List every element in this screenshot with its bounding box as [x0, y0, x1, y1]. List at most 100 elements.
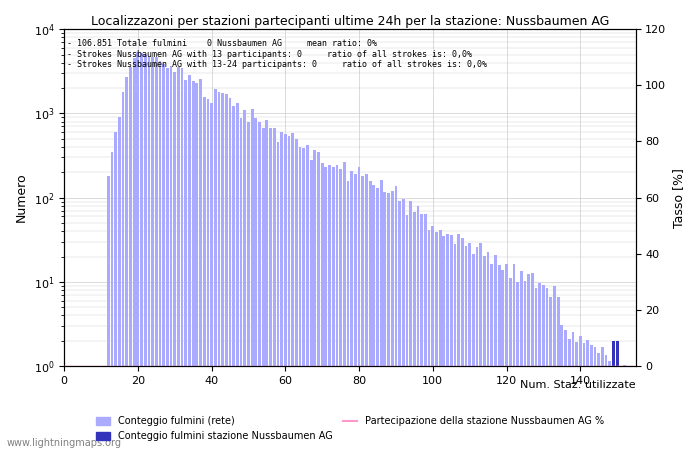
- Bar: [612, 341, 615, 450]
- Bar: [605, 355, 608, 450]
- Y-axis label: Tasso [%]: Tasso [%]: [672, 168, 685, 228]
- Bar: [244, 110, 246, 450]
- Bar: [450, 234, 453, 450]
- Bar: [133, 58, 136, 450]
- Bar: [273, 128, 276, 450]
- Bar: [416, 206, 419, 450]
- Bar: [520, 271, 523, 450]
- Bar: [114, 132, 117, 450]
- Bar: [125, 77, 128, 450]
- Bar: [556, 297, 559, 450]
- Bar: [276, 142, 279, 450]
- Bar: [361, 176, 364, 450]
- Bar: [421, 214, 423, 450]
- Bar: [387, 193, 390, 450]
- Bar: [122, 92, 125, 450]
- Bar: [384, 192, 386, 450]
- Title: Localizzazoni per stazioni partecipanti ultime 24h per la stazione: Nussbaumen A: Localizzazoni per stazioni partecipanti …: [91, 15, 609, 28]
- Bar: [457, 234, 460, 450]
- Bar: [564, 330, 567, 450]
- Bar: [350, 171, 353, 450]
- Bar: [265, 121, 268, 450]
- Bar: [247, 122, 250, 450]
- Bar: [524, 281, 526, 450]
- Bar: [616, 341, 619, 450]
- Bar: [512, 264, 515, 450]
- Bar: [483, 256, 486, 450]
- Bar: [439, 230, 442, 450]
- Bar: [291, 133, 294, 450]
- Bar: [542, 285, 545, 450]
- Bar: [335, 165, 338, 450]
- Bar: [358, 167, 360, 450]
- Bar: [254, 118, 257, 450]
- Bar: [229, 99, 232, 450]
- Bar: [498, 265, 500, 450]
- Bar: [461, 238, 463, 450]
- Bar: [144, 54, 146, 450]
- Bar: [306, 145, 309, 450]
- Bar: [494, 255, 497, 450]
- Bar: [325, 167, 328, 450]
- Bar: [169, 67, 172, 450]
- Bar: [136, 52, 139, 450]
- Bar: [288, 136, 290, 450]
- Bar: [626, 366, 629, 450]
- Bar: [620, 366, 622, 450]
- Bar: [594, 347, 596, 450]
- Bar: [465, 246, 468, 450]
- Bar: [299, 147, 302, 450]
- Bar: [236, 103, 239, 450]
- Bar: [561, 325, 564, 450]
- Bar: [309, 160, 312, 450]
- Bar: [535, 288, 538, 450]
- Bar: [251, 109, 253, 450]
- Bar: [391, 191, 393, 450]
- Text: www.lightningmaps.org: www.lightningmaps.org: [7, 438, 122, 448]
- Bar: [151, 58, 154, 450]
- Bar: [616, 366, 619, 450]
- Bar: [413, 212, 416, 450]
- Y-axis label: Numero: Numero: [15, 173, 28, 222]
- Bar: [468, 243, 471, 450]
- Bar: [166, 68, 169, 450]
- Bar: [531, 273, 533, 450]
- Bar: [516, 282, 519, 450]
- Bar: [258, 122, 261, 450]
- Bar: [206, 99, 209, 450]
- Bar: [199, 79, 202, 450]
- Bar: [221, 93, 224, 450]
- Bar: [454, 244, 456, 450]
- Bar: [476, 247, 478, 450]
- Bar: [486, 252, 489, 450]
- Bar: [579, 336, 582, 450]
- Bar: [214, 89, 216, 450]
- Bar: [380, 180, 383, 450]
- Bar: [111, 152, 113, 450]
- Bar: [402, 199, 405, 450]
- Bar: [262, 128, 265, 450]
- Bar: [582, 343, 585, 450]
- Bar: [270, 128, 272, 450]
- Bar: [428, 230, 430, 450]
- Bar: [405, 216, 408, 450]
- Text: - 106.851 Totale fulmini    0 Nussbaumen AG     mean ratio: 0%
- Strokes Nussbau: - 106.851 Totale fulmini 0 Nussbaumen AG…: [67, 39, 487, 69]
- Bar: [410, 202, 412, 450]
- Bar: [155, 57, 158, 450]
- Bar: [527, 274, 530, 450]
- Bar: [424, 214, 427, 450]
- Bar: [575, 342, 578, 450]
- Bar: [321, 163, 323, 450]
- Bar: [346, 181, 349, 450]
- Bar: [210, 103, 213, 450]
- Bar: [340, 170, 342, 450]
- Bar: [590, 345, 593, 450]
- Bar: [314, 150, 316, 450]
- Bar: [295, 139, 298, 450]
- Bar: [553, 286, 556, 450]
- Bar: [601, 347, 604, 450]
- Bar: [159, 61, 161, 450]
- Bar: [332, 166, 335, 450]
- Bar: [376, 188, 379, 450]
- Bar: [280, 132, 283, 450]
